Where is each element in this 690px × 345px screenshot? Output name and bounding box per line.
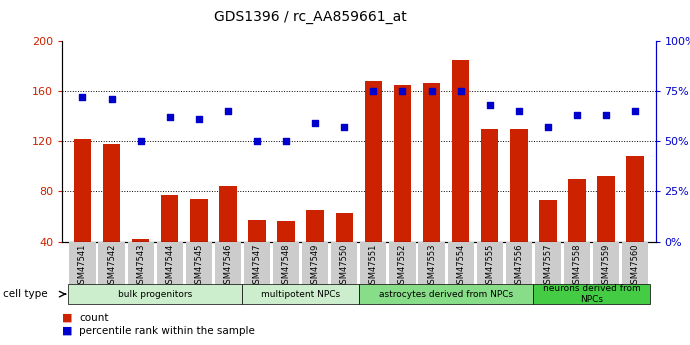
Bar bbox=[533, 284, 650, 304]
Bar bbox=[244, 241, 270, 285]
Point bbox=[281, 139, 292, 144]
Bar bbox=[564, 241, 590, 285]
Text: GSM47551: GSM47551 bbox=[369, 244, 378, 289]
Bar bbox=[360, 241, 386, 285]
Bar bbox=[103, 144, 120, 241]
Text: bulk progenitors: bulk progenitors bbox=[118, 289, 193, 299]
Text: GSM47547: GSM47547 bbox=[253, 244, 262, 289]
Point bbox=[222, 109, 233, 114]
Text: GSM47558: GSM47558 bbox=[573, 244, 582, 289]
Point bbox=[135, 139, 146, 144]
Text: GSM47542: GSM47542 bbox=[107, 244, 116, 289]
Bar bbox=[302, 241, 328, 285]
Bar bbox=[598, 177, 615, 242]
Bar bbox=[215, 241, 241, 285]
Point bbox=[513, 109, 524, 114]
Bar bbox=[190, 199, 208, 242]
Bar bbox=[423, 83, 440, 242]
Bar bbox=[506, 241, 532, 285]
Text: ■: ■ bbox=[62, 325, 72, 335]
Text: ■: ■ bbox=[62, 313, 72, 323]
Point bbox=[77, 95, 88, 100]
Text: GSM47560: GSM47560 bbox=[631, 244, 640, 289]
Bar bbox=[593, 241, 619, 285]
Bar bbox=[128, 241, 154, 285]
Bar bbox=[335, 213, 353, 242]
Text: multipotent NPCs: multipotent NPCs bbox=[261, 289, 340, 299]
Bar bbox=[539, 200, 557, 242]
Text: GSM47550: GSM47550 bbox=[339, 244, 348, 289]
Point bbox=[164, 115, 175, 120]
Text: GSM47544: GSM47544 bbox=[165, 244, 175, 289]
Text: GDS1396 / rc_AA859661_at: GDS1396 / rc_AA859661_at bbox=[214, 10, 407, 24]
Bar bbox=[186, 241, 212, 285]
Bar bbox=[394, 85, 411, 242]
Point bbox=[542, 125, 553, 130]
Text: GSM47554: GSM47554 bbox=[456, 244, 465, 289]
Bar bbox=[99, 241, 125, 285]
Bar bbox=[132, 239, 149, 241]
Bar bbox=[74, 139, 91, 241]
Text: astrocytes derived from NPCs: astrocytes derived from NPCs bbox=[379, 289, 513, 299]
Text: GSM47553: GSM47553 bbox=[427, 244, 436, 289]
Bar bbox=[68, 284, 242, 304]
Point bbox=[600, 113, 611, 118]
Point bbox=[251, 139, 262, 144]
Bar bbox=[364, 81, 382, 242]
Text: GSM47543: GSM47543 bbox=[136, 244, 145, 289]
Bar bbox=[452, 60, 469, 242]
Bar bbox=[389, 241, 415, 285]
Bar bbox=[161, 195, 179, 242]
Bar bbox=[306, 210, 324, 241]
Bar bbox=[418, 241, 444, 285]
Point bbox=[426, 89, 437, 94]
Point bbox=[629, 109, 640, 114]
Text: percentile rank within the sample: percentile rank within the sample bbox=[79, 326, 255, 336]
Text: GSM47552: GSM47552 bbox=[398, 244, 407, 289]
Bar bbox=[448, 241, 474, 285]
Text: GSM47559: GSM47559 bbox=[602, 244, 611, 289]
Bar bbox=[242, 284, 359, 304]
Point bbox=[310, 121, 321, 126]
Point bbox=[193, 117, 204, 122]
Point bbox=[397, 89, 408, 94]
Bar bbox=[248, 220, 266, 242]
Text: neurons derived from
NPCs: neurons derived from NPCs bbox=[542, 284, 640, 304]
Point bbox=[339, 125, 350, 130]
Bar bbox=[535, 241, 561, 285]
Text: GSM47546: GSM47546 bbox=[224, 244, 233, 289]
Text: GSM47545: GSM47545 bbox=[195, 244, 204, 289]
Text: cell type: cell type bbox=[3, 289, 48, 299]
Point bbox=[484, 103, 495, 108]
Bar bbox=[277, 221, 295, 242]
Bar bbox=[219, 186, 237, 242]
Point bbox=[455, 89, 466, 94]
Bar bbox=[359, 284, 533, 304]
Text: GSM47549: GSM47549 bbox=[310, 244, 319, 289]
Point bbox=[106, 97, 117, 102]
Bar bbox=[157, 241, 183, 285]
Bar bbox=[569, 179, 586, 242]
Text: GSM47548: GSM47548 bbox=[282, 244, 290, 289]
Bar bbox=[510, 129, 528, 242]
Bar bbox=[622, 241, 648, 285]
Point bbox=[368, 89, 379, 94]
Text: GSM47556: GSM47556 bbox=[514, 244, 523, 289]
Point bbox=[571, 113, 582, 118]
Text: GSM47557: GSM47557 bbox=[543, 244, 553, 289]
Text: count: count bbox=[79, 313, 109, 323]
Bar bbox=[70, 241, 95, 285]
Bar bbox=[331, 241, 357, 285]
Bar bbox=[477, 241, 503, 285]
Text: GSM47541: GSM47541 bbox=[78, 244, 87, 289]
Bar bbox=[481, 129, 498, 242]
Text: GSM47555: GSM47555 bbox=[485, 244, 494, 289]
Bar bbox=[273, 241, 299, 285]
Bar bbox=[627, 157, 644, 241]
